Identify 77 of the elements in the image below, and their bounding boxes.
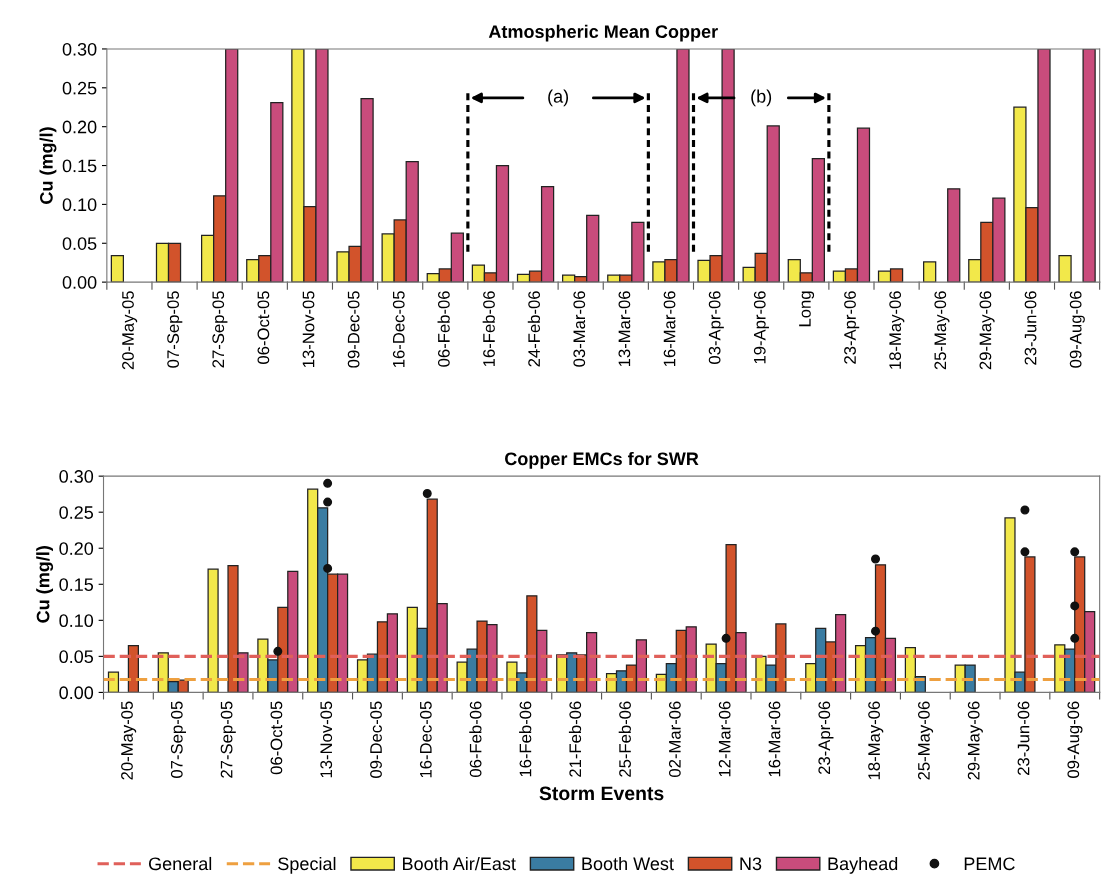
x-tick-label: 13-Mar-06 xyxy=(618,291,631,367)
y-tick-label: 0.20 xyxy=(62,120,97,134)
bar xyxy=(1082,48,1096,283)
x-tick-label: 23-Apr-06 xyxy=(844,291,860,364)
x-tick-label: 07-Sep-05 xyxy=(167,291,183,368)
x-tick-label: 20-May-05 xyxy=(122,291,138,370)
annotation: (a) xyxy=(548,89,569,107)
x-tick-label: 20-May-05 xyxy=(121,701,137,780)
bar xyxy=(127,644,139,693)
x-tick-label: 03-Apr-06 xyxy=(708,291,724,364)
x-tick-label: 23-Jun-06 xyxy=(1017,701,1030,775)
y-tick-label: 0.10 xyxy=(62,198,97,212)
x-tick-label: 06-Oct-05 xyxy=(270,701,283,775)
x-tick-label: 09-Dec-05 xyxy=(370,701,382,778)
y-axis-title: Cu (mg/l) xyxy=(36,546,54,623)
x-axis-title: Storm Events xyxy=(539,786,664,801)
x-tick-label: 23-Jun-06 xyxy=(1024,291,1037,365)
x-tick-label: 06-Feb-06 xyxy=(437,291,450,367)
y-tick-label: 0.30 xyxy=(62,42,97,56)
legend-label: Booth West xyxy=(582,856,674,871)
x-tick-label: 23-Apr-06 xyxy=(818,701,834,775)
x-tick-label: 16-Dec-05 xyxy=(392,291,405,367)
x-tick-label: 27-Sep-05 xyxy=(220,701,236,778)
x-tick-label: 12-Mar-06 xyxy=(718,701,731,777)
chart-title: Copper EMCs for SWR xyxy=(505,451,699,469)
y-tick-label: 0.30 xyxy=(59,470,94,483)
bar xyxy=(110,255,125,283)
x-tick-label: 25-Feb-06 xyxy=(618,701,631,777)
legend-label: General xyxy=(148,856,212,871)
x-tick-label: 07-Sep-05 xyxy=(170,701,186,778)
x-tick-label: 21-Feb-06 xyxy=(568,701,582,777)
y-tick-label: 0.25 xyxy=(62,81,97,95)
x-tick-label: 16-Mar-06 xyxy=(768,701,781,777)
x-tick-label: 09-Aug-06 xyxy=(1069,291,1085,368)
bar xyxy=(207,568,219,693)
x-tick-label: 24-Feb-06 xyxy=(527,291,541,367)
x-tick-label: 06-Oct-05 xyxy=(257,291,270,364)
y-tick-label: 0.25 xyxy=(59,506,94,519)
legend-label: N3 xyxy=(740,857,762,871)
annotation: (b) xyxy=(751,89,772,107)
x-tick-label: 29-May-06 xyxy=(979,291,995,370)
y-tick-label: 0.00 xyxy=(59,686,94,700)
x-tick-label: 09-Aug-06 xyxy=(1067,701,1083,778)
y-tick-label: 0.20 xyxy=(59,542,94,555)
x-tick-label: 18-May-06 xyxy=(889,291,905,369)
x-tick-label: 06-Feb-06 xyxy=(469,701,482,777)
y-tick-label: 0.00 xyxy=(62,276,97,289)
x-tick-label: 03-Mar-06 xyxy=(573,291,586,367)
y-tick-label: 0.10 xyxy=(59,614,94,628)
x-tick-label: 27-Sep-05 xyxy=(212,291,228,368)
legend-label: PEMC xyxy=(964,857,1015,871)
x-tick-label: 16-Feb-06 xyxy=(519,701,532,777)
legend-label: Special xyxy=(278,856,336,874)
x-tick-label: 16-Dec-05 xyxy=(419,701,432,778)
x-tick-label: 18-May-06 xyxy=(868,701,884,780)
x-tick-label: 25-May-06 xyxy=(934,291,950,370)
x-tick-label: 02-Mar-06 xyxy=(668,701,681,777)
x-tick-label: 09-Dec-05 xyxy=(347,291,360,368)
x-tick-label: 16-Mar-06 xyxy=(663,291,676,367)
x-tick-label: 19-Apr-06 xyxy=(753,291,769,364)
bar xyxy=(923,261,937,283)
y-tick-label: 0.15 xyxy=(59,578,94,592)
x-tick-label: 13-Nov-05 xyxy=(320,701,333,778)
x-tick-label: 25-May-06 xyxy=(917,701,934,780)
y-tick-label: 0.05 xyxy=(59,650,94,664)
bar xyxy=(1058,255,1072,283)
x-tick-label: 13-Nov-05 xyxy=(302,291,315,367)
x-tick-label: Long xyxy=(799,291,815,327)
y-tick-label: 0.15 xyxy=(62,159,97,173)
chart-title: Atmospheric Mean Copper xyxy=(488,24,718,42)
x-tick-label: 16-Feb-06 xyxy=(482,291,495,367)
legend-label: Booth Air/East xyxy=(403,856,516,871)
legend-label: Bayhead xyxy=(828,856,898,874)
bar xyxy=(947,188,961,283)
y-axis-title: Cu (mg/l) xyxy=(39,127,57,204)
y-tick-label: 0.05 xyxy=(62,237,97,250)
x-tick-label: 29-May-06 xyxy=(967,701,983,780)
